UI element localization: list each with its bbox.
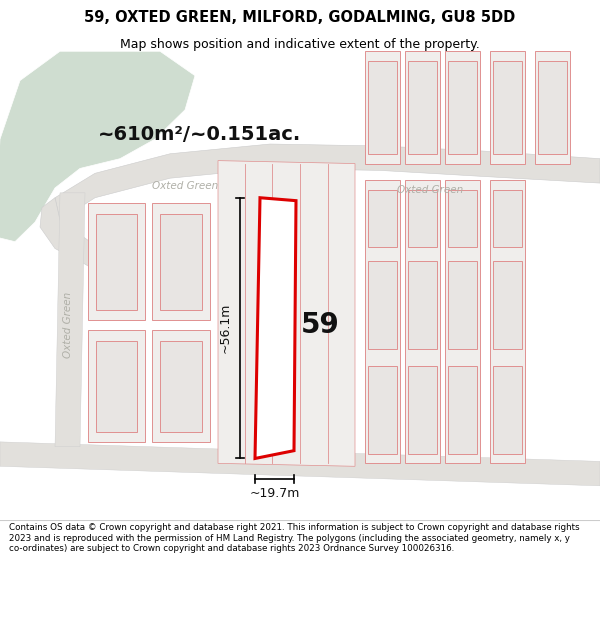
Polygon shape [88, 202, 145, 320]
Polygon shape [0, 51, 195, 242]
Text: 59: 59 [301, 311, 340, 339]
Polygon shape [408, 366, 437, 454]
Polygon shape [408, 61, 437, 154]
Polygon shape [96, 214, 137, 310]
Polygon shape [218, 161, 355, 466]
Polygon shape [152, 329, 210, 442]
Polygon shape [365, 180, 400, 463]
Polygon shape [493, 61, 522, 154]
Polygon shape [368, 261, 397, 349]
Polygon shape [405, 180, 440, 463]
Polygon shape [493, 190, 522, 246]
Text: ~610m²/~0.151ac.: ~610m²/~0.151ac. [98, 125, 302, 144]
Polygon shape [493, 366, 522, 454]
Polygon shape [368, 61, 397, 154]
Text: ~56.1m: ~56.1m [219, 303, 232, 353]
Polygon shape [405, 51, 440, 164]
Polygon shape [408, 261, 437, 349]
Polygon shape [493, 261, 522, 349]
Text: ~19.7m: ~19.7m [250, 487, 299, 500]
Polygon shape [0, 442, 600, 486]
Polygon shape [88, 329, 145, 442]
Polygon shape [448, 61, 477, 154]
Polygon shape [490, 180, 525, 463]
Polygon shape [160, 214, 202, 310]
Text: Map shows position and indicative extent of the property.: Map shows position and indicative extent… [120, 39, 480, 51]
Polygon shape [96, 341, 137, 432]
Text: Oxted Green: Oxted Green [397, 185, 463, 195]
Polygon shape [445, 180, 480, 463]
Polygon shape [538, 61, 567, 154]
Polygon shape [368, 190, 397, 246]
Polygon shape [448, 366, 477, 454]
Polygon shape [160, 341, 202, 432]
Polygon shape [448, 261, 477, 349]
Polygon shape [40, 198, 130, 281]
Text: Oxted Green: Oxted Green [63, 291, 73, 357]
Polygon shape [365, 51, 400, 164]
Polygon shape [490, 51, 525, 164]
Polygon shape [55, 144, 600, 220]
Text: 59, OXTED GREEN, MILFORD, GODALMING, GU8 5DD: 59, OXTED GREEN, MILFORD, GODALMING, GU8… [85, 10, 515, 25]
Polygon shape [535, 51, 570, 164]
Polygon shape [255, 198, 296, 459]
Polygon shape [445, 51, 480, 164]
Polygon shape [152, 202, 210, 320]
Polygon shape [55, 193, 85, 447]
Polygon shape [368, 366, 397, 454]
Text: Contains OS data © Crown copyright and database right 2021. This information is : Contains OS data © Crown copyright and d… [9, 523, 580, 553]
Polygon shape [408, 190, 437, 246]
Polygon shape [448, 190, 477, 246]
Text: Oxted Green: Oxted Green [152, 181, 218, 191]
